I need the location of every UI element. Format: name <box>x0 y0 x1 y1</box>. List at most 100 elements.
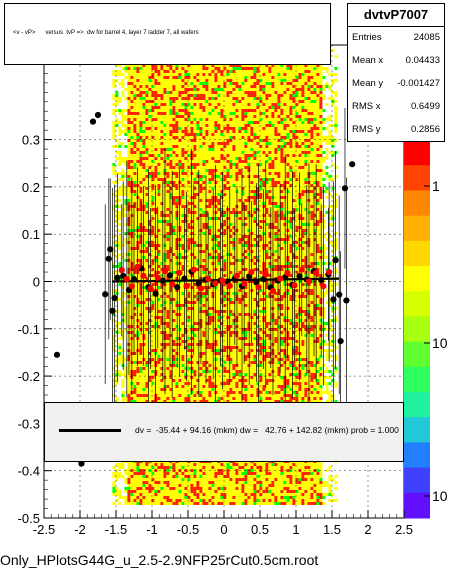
density-cell <box>163 499 167 502</box>
density-cell <box>193 124 197 127</box>
density-cell <box>214 235 218 238</box>
density-cell <box>124 214 128 217</box>
density-cell <box>202 286 206 289</box>
density-cell <box>196 325 200 328</box>
density-cell <box>187 187 191 190</box>
density-cell <box>208 349 212 352</box>
density-cell <box>187 217 191 220</box>
density-cell <box>193 223 197 226</box>
density-cell <box>202 157 206 160</box>
density-cell <box>208 175 212 178</box>
density-cell <box>205 229 209 232</box>
density-cell <box>214 175 218 178</box>
density-cell <box>184 73 188 76</box>
density-cell <box>112 145 116 148</box>
density-cell <box>127 73 131 76</box>
density-cell <box>184 307 188 310</box>
density-cell <box>157 187 161 190</box>
density-cell <box>124 328 128 331</box>
density-cell <box>205 244 209 247</box>
density-cell <box>196 220 200 223</box>
density-cell <box>208 268 212 271</box>
density-cell <box>166 202 170 205</box>
density-cell <box>211 172 215 175</box>
density-cell <box>175 493 179 496</box>
density-cell <box>133 307 137 310</box>
density-cell <box>172 175 176 178</box>
density-cell <box>196 310 200 313</box>
density-cell <box>139 373 143 376</box>
density-cell <box>133 217 137 220</box>
density-cell <box>118 82 122 85</box>
density-cell <box>121 109 125 112</box>
density-cell <box>136 82 140 85</box>
density-cell <box>187 73 191 76</box>
density-cell <box>193 187 197 190</box>
density-cell <box>169 313 173 316</box>
density-cell <box>187 115 191 118</box>
density-cell <box>136 376 140 379</box>
density-cell <box>160 97 164 100</box>
density-cell <box>130 100 134 103</box>
density-cell <box>142 85 146 88</box>
density-cell <box>142 214 146 217</box>
density-cell <box>118 361 122 364</box>
density-cell <box>172 97 176 100</box>
density-cell <box>142 151 146 154</box>
density-cell <box>121 112 125 115</box>
density-cell <box>142 79 146 82</box>
density-cell <box>115 205 119 208</box>
density-cell <box>148 214 152 217</box>
density-cell <box>172 82 176 85</box>
density-cell <box>163 400 167 403</box>
density-cell <box>184 235 188 238</box>
density-cell <box>136 139 140 142</box>
density-cell <box>157 340 161 343</box>
density-cell <box>205 88 209 91</box>
density-cell <box>157 166 161 169</box>
density-cell <box>172 463 176 466</box>
density-cell <box>148 499 152 502</box>
density-cell <box>139 376 143 379</box>
density-cell <box>181 268 185 271</box>
density-cell <box>160 250 164 253</box>
density-cell <box>196 145 200 148</box>
density-cell <box>151 238 155 241</box>
density-cell <box>208 328 212 331</box>
density-cell <box>199 118 203 121</box>
density-cell <box>166 322 170 325</box>
density-cell <box>142 478 146 481</box>
density-cell <box>202 310 206 313</box>
density-cell <box>169 301 173 304</box>
density-cell <box>163 493 167 496</box>
density-cell <box>160 307 164 310</box>
density-cell <box>172 379 176 382</box>
density-cell <box>196 211 200 214</box>
density-cell <box>136 487 140 490</box>
density-cell <box>169 292 173 295</box>
density-cell <box>193 313 197 316</box>
density-cell <box>169 199 173 202</box>
density-cell <box>205 187 209 190</box>
density-cell <box>157 397 161 400</box>
density-cell <box>181 148 185 151</box>
density-cell <box>208 238 212 241</box>
density-cell <box>160 130 164 133</box>
density-cell <box>187 310 191 313</box>
density-cell <box>163 103 167 106</box>
density-cell <box>205 247 209 250</box>
density-cell <box>136 391 140 394</box>
density-cell <box>163 85 167 88</box>
density-cell <box>184 145 188 148</box>
density-cell <box>184 256 188 259</box>
density-cell <box>187 355 191 358</box>
density-cell <box>187 376 191 379</box>
density-cell <box>214 166 218 169</box>
density-cell <box>193 205 197 208</box>
density-cell <box>199 193 203 196</box>
density-cell <box>133 121 137 124</box>
density-cell <box>211 499 215 502</box>
density-cell <box>133 490 137 493</box>
density-cell <box>202 226 206 229</box>
density-cell <box>208 496 212 499</box>
